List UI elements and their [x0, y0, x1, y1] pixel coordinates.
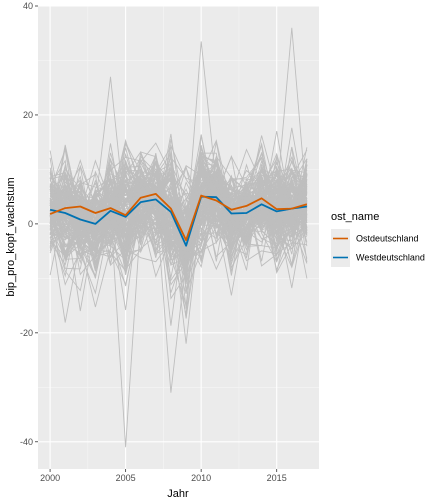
y-axis-ticks: -40 -20 0 20 40 — [20, 1, 38, 447]
series-line-westdeutschland — [49, 195, 308, 247]
legend: ost_name Ostdeutschland Westdeutschland — [331, 211, 425, 267]
y-tick-label: 0 — [28, 219, 33, 229]
y-tick-label: 40 — [23, 1, 33, 11]
background-line — [49, 155, 307, 226]
legend-label-westdeutschland: Westdeutschland — [356, 253, 425, 263]
x-tick-label: 2015 — [267, 473, 287, 483]
background-line — [49, 171, 308, 259]
background-line-outlier — [50, 194, 308, 312]
x-tick-label: 2010 — [191, 473, 211, 483]
background-line-outlier — [49, 176, 307, 393]
y-tick-label: -20 — [20, 328, 33, 338]
x-axis-ticks: 2000 2005 2010 2015 — [40, 469, 287, 483]
x-axis-title: Jahr — [167, 488, 189, 500]
x-tick-label: 2005 — [116, 473, 136, 483]
legend-title: ost_name — [331, 211, 379, 223]
background-line — [49, 181, 308, 258]
background-line — [49, 156, 308, 259]
y-tick-label: -40 — [20, 437, 33, 447]
legend-label-ostdeutschland: Ostdeutschland — [356, 234, 419, 244]
x-tick-label: 2000 — [40, 473, 60, 483]
series-line-ostdeutschland — [49, 192, 308, 242]
background-line-outlier — [49, 186, 308, 448]
y-axis-title: bip_pro_kopf_wachstum — [5, 177, 17, 296]
y-tick-label: 20 — [23, 110, 33, 120]
series-lines — [49, 192, 308, 247]
background-line — [49, 149, 308, 244]
background-line — [49, 148, 308, 291]
background-line — [49, 166, 308, 258]
